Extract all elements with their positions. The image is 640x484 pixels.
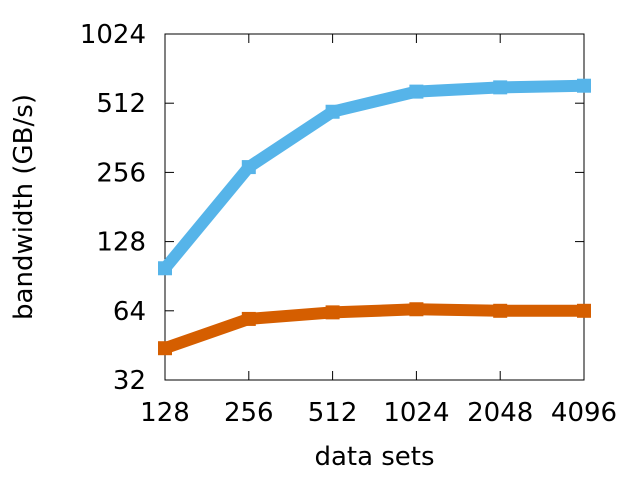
data-point — [241, 160, 256, 175]
data-point — [493, 80, 508, 95]
y-tick-label: 32 — [113, 366, 146, 396]
data-point — [325, 104, 340, 119]
x-tick-label: 128 — [140, 398, 190, 428]
x-tick-label: 1024 — [383, 398, 449, 428]
data-point — [409, 302, 424, 317]
y-tick-label: 1024 — [80, 20, 146, 50]
series-line-1 — [160, 79, 585, 273]
y-axis: 32 64 128 256 512 1024 — [80, 20, 584, 396]
y-tick-label: 128 — [96, 228, 146, 258]
data-point — [241, 311, 256, 326]
y-tick-label: 64 — [113, 297, 146, 327]
x-tick-label: 2048 — [467, 398, 533, 428]
x-tick-label: 4096 — [551, 398, 617, 428]
y-axis-label: bandwidth (GB/s) — [9, 94, 39, 320]
series-layer — [158, 78, 591, 356]
x-tick-label: 512 — [308, 398, 358, 428]
data-point — [158, 341, 172, 356]
y-tick-label: 256 — [96, 158, 146, 188]
data-point — [493, 303, 508, 318]
data-point — [577, 78, 591, 93]
x-axis-label: data sets — [314, 442, 434, 472]
plot-area-frame — [164, 33, 585, 381]
y-tick-label: 512 — [96, 89, 146, 119]
data-point — [158, 261, 172, 276]
data-point — [325, 305, 340, 320]
data-point — [409, 84, 424, 99]
x-tick-label: 256 — [224, 398, 274, 428]
series-line-2 — [163, 303, 584, 354]
data-point — [577, 303, 591, 318]
x-axis: 128 256 512 1024 2048 4096 — [140, 34, 617, 428]
